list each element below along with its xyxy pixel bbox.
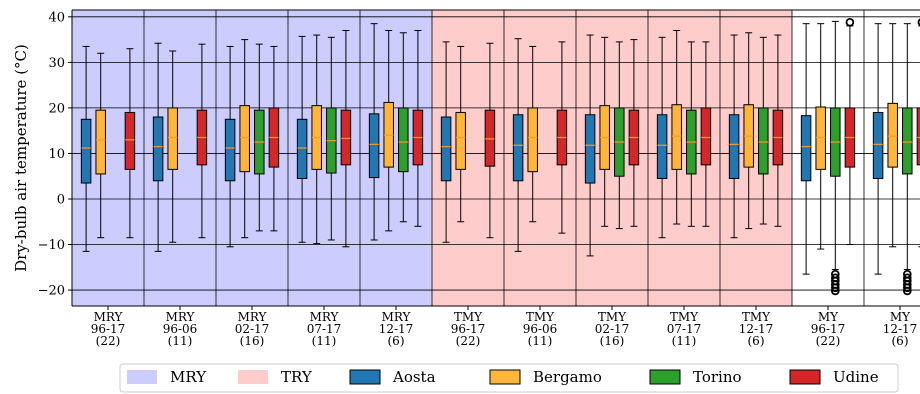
box-torino bbox=[902, 107, 913, 175]
box-aosta bbox=[584, 114, 596, 184]
x-tick-label: TMY bbox=[526, 310, 555, 324]
y-tick-label: 40 bbox=[48, 10, 65, 25]
box-aosta bbox=[80, 118, 92, 184]
x-tick-label: (6) bbox=[892, 334, 909, 348]
x-tick-label: MY bbox=[890, 310, 911, 324]
y-tick-label: 10 bbox=[48, 147, 65, 162]
box-aosta bbox=[368, 113, 380, 179]
box-layer bbox=[80, 17, 920, 296]
box-udine bbox=[916, 107, 920, 166]
x-tick-label: MY bbox=[818, 310, 839, 324]
box-bergamo bbox=[887, 102, 898, 168]
x-tick-label: 12-17 bbox=[739, 322, 774, 336]
x-tick-label: 02-17 bbox=[235, 322, 270, 336]
box-bergamo bbox=[815, 106, 826, 170]
y-axis-label: Dry-bulb air temperature (°C) bbox=[12, 44, 30, 272]
y-tick-label: 0 bbox=[57, 192, 65, 207]
y-tick-label: 20 bbox=[48, 101, 65, 116]
x-tick-label: MRY bbox=[94, 310, 124, 324]
legend-swatch bbox=[789, 369, 821, 385]
legend-label: Torino bbox=[693, 368, 742, 386]
box-aosta bbox=[800, 115, 812, 182]
legend-swatch bbox=[127, 370, 157, 384]
box-torino bbox=[398, 107, 409, 173]
x-tick-label: (16) bbox=[240, 334, 265, 348]
y-tick-label: −20 bbox=[38, 284, 65, 299]
x-tick-label: (11) bbox=[168, 334, 193, 348]
x-tick-label: MRY bbox=[238, 310, 268, 324]
axes: −20 −10 0 10 20 30 40 bbox=[38, 9, 920, 310]
outlier-point bbox=[902, 283, 912, 293]
box-bergamo bbox=[239, 105, 250, 173]
x-tick-label: 12-17 bbox=[883, 322, 918, 336]
legend-swatch bbox=[489, 369, 521, 385]
x-tick-label: (6) bbox=[748, 334, 765, 348]
box-udine bbox=[484, 109, 496, 167]
grid-lines bbox=[72, 10, 920, 306]
x-tick-label: TMY bbox=[742, 310, 771, 324]
box-bergamo bbox=[527, 107, 538, 173]
outlier-point bbox=[830, 286, 840, 296]
x-tick-label: 96-06 bbox=[523, 322, 558, 336]
x-tick-label: 07-17 bbox=[307, 322, 342, 336]
legend-label: Aosta bbox=[392, 368, 436, 386]
box-aosta bbox=[728, 114, 740, 179]
x-tick-label: (11) bbox=[672, 334, 697, 348]
legend-label: TRY bbox=[281, 368, 313, 386]
x-tick-label: TMY bbox=[670, 310, 699, 324]
x-tick-label: 02-17 bbox=[595, 322, 630, 336]
legend-label: MRY bbox=[170, 368, 207, 386]
x-tick-label: (22) bbox=[816, 334, 841, 348]
legend: MRY TRY Aosta Bergamo Torino Udine bbox=[119, 363, 899, 393]
x-tick-label: 96-17 bbox=[451, 322, 486, 336]
box-aosta bbox=[512, 114, 524, 182]
legend-label: Bergamo bbox=[533, 368, 602, 386]
box-udine bbox=[700, 107, 712, 166]
x-tick-label: 96-06 bbox=[163, 322, 198, 336]
outlier-point bbox=[902, 286, 912, 296]
outlier-point bbox=[917, 18, 920, 27]
box-udine bbox=[340, 109, 352, 166]
box-bergamo bbox=[671, 104, 682, 170]
x-tick-label: TMY bbox=[454, 310, 483, 324]
x-tick-label: (11) bbox=[312, 334, 337, 348]
x-tick-labels: MRY96-17(22)MRY96-06(11)MRY02-17(16)MRY0… bbox=[91, 310, 918, 348]
box-aosta bbox=[656, 114, 668, 179]
x-tick-label: 12-17 bbox=[379, 322, 414, 336]
x-tick-label: 07-17 bbox=[667, 322, 702, 336]
x-tick-label: MRY bbox=[382, 310, 412, 324]
x-tick-label: (22) bbox=[96, 334, 121, 348]
box-aosta bbox=[440, 116, 452, 182]
legend-swatch bbox=[349, 369, 381, 385]
x-tick-label: 96-17 bbox=[811, 322, 846, 336]
box-udine bbox=[124, 111, 136, 170]
box-aosta bbox=[152, 116, 164, 182]
legend-label: Udine bbox=[833, 368, 879, 386]
x-tick-label: (22) bbox=[456, 334, 481, 348]
box-bergamo bbox=[455, 111, 466, 170]
x-tick-label: (11) bbox=[528, 334, 553, 348]
x-tick-label: 96-17 bbox=[91, 322, 126, 336]
box-bergamo bbox=[167, 107, 178, 170]
x-tick-label: (16) bbox=[600, 334, 625, 348]
box-bergamo bbox=[95, 109, 106, 175]
x-tick-label: MRY bbox=[310, 310, 340, 324]
outlier-point bbox=[845, 17, 855, 27]
box-aosta bbox=[296, 118, 308, 179]
x-tick-label: TMY bbox=[598, 310, 627, 324]
outlier-point bbox=[830, 283, 840, 293]
box-aosta bbox=[872, 111, 884, 179]
y-tick-label: −10 bbox=[38, 238, 65, 253]
legend-swatch bbox=[649, 369, 681, 385]
box-aosta bbox=[224, 118, 236, 182]
box-torino bbox=[758, 107, 769, 175]
x-tick-label: (6) bbox=[388, 334, 405, 348]
y-tick-label: 30 bbox=[48, 56, 65, 71]
x-tick-label: MRY bbox=[166, 310, 196, 324]
legend-swatch bbox=[238, 370, 268, 384]
